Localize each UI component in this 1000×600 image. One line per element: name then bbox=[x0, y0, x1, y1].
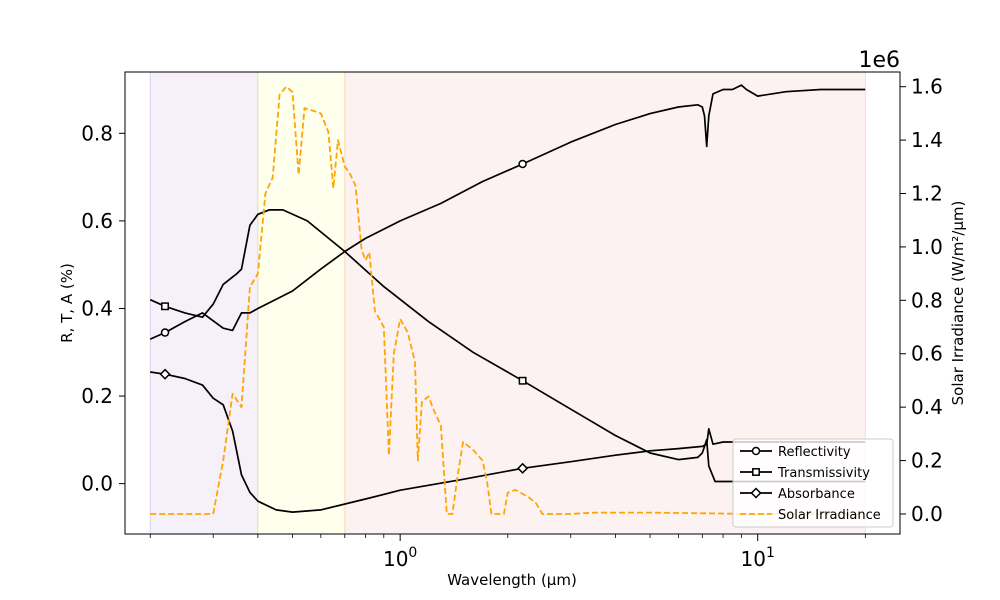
legend-label-transmissivity: Transmissivity bbox=[777, 466, 870, 481]
transmissivity-marker bbox=[161, 302, 169, 311]
right-axis-offset-text: 1e6 bbox=[858, 48, 900, 73]
legend-label-reflectivity: Reflectivity bbox=[778, 445, 851, 460]
legend: Reflectivity Transmissivity Absorbance Sola… bbox=[732, 438, 894, 528]
transmissivity-line bbox=[149, 209, 866, 483]
legend-marker-absorbance bbox=[750, 487, 762, 499]
left-y-tick-label: 0.0 bbox=[81, 472, 113, 496]
right-y-tick-label: 0.8 bbox=[911, 288, 943, 312]
x-axis-label: Wavelength (μm) bbox=[447, 571, 577, 589]
reflectivity-line bbox=[149, 84, 866, 340]
right-y-tick-label: 1.6 bbox=[911, 75, 943, 99]
transmissivity-marker bbox=[518, 376, 527, 385]
right-y-tick-label: 0.0 bbox=[911, 502, 943, 526]
reflectivity-marker bbox=[160, 328, 170, 337]
left-y-tick-label: 0.2 bbox=[81, 384, 113, 408]
legend-marker-transmissivity bbox=[752, 468, 760, 476]
x-axis-ticks: 100 101 bbox=[149, 534, 866, 571]
absorbance-marker bbox=[159, 368, 171, 380]
x-tick-label: 100 bbox=[383, 545, 417, 571]
right-y-axis-label: Solar Irradiance (W/m²/μm) bbox=[949, 201, 967, 406]
left-y-axis-label: R, T, A (%) bbox=[58, 263, 76, 343]
right-y-tick-label: 0.4 bbox=[911, 395, 943, 419]
legend-frame bbox=[732, 438, 894, 528]
legend-marker-reflectivity bbox=[751, 446, 761, 456]
right-y-tick-label: 0.6 bbox=[911, 342, 943, 366]
data-lines bbox=[149, 84, 866, 515]
right-y-tick-label: 1.2 bbox=[911, 182, 943, 206]
plot-frame bbox=[124, 71, 901, 535]
absorbance-line bbox=[150, 371, 866, 513]
reflectivity-marker bbox=[518, 159, 527, 169]
x-tick-label: 101 bbox=[741, 545, 775, 571]
legend-label-absorbance: Absorbance bbox=[778, 487, 855, 502]
legend-label-solar-irradiance: Solar Irradiance bbox=[778, 508, 881, 523]
left-y-tick-label: 0.8 bbox=[81, 121, 113, 145]
data-markers bbox=[159, 159, 529, 474]
absorbance-marker bbox=[517, 462, 529, 474]
right-y-tick-label: 1.0 bbox=[911, 235, 943, 259]
solar-irradiance-line bbox=[150, 85, 866, 515]
right-y-axis-ticks: 0.0 0.2 0.4 0.6 0.8 1.0 1.2 1.4 1.6 bbox=[900, 75, 943, 526]
left-y-axis-ticks: 0.0 0.2 0.4 0.6 0.8 bbox=[81, 121, 125, 496]
right-y-tick-label: 1.4 bbox=[911, 128, 943, 152]
right-y-tick-label: 0.2 bbox=[911, 449, 943, 473]
left-y-tick-label: 0.4 bbox=[81, 296, 113, 320]
left-y-tick-label: 0.6 bbox=[81, 209, 113, 233]
